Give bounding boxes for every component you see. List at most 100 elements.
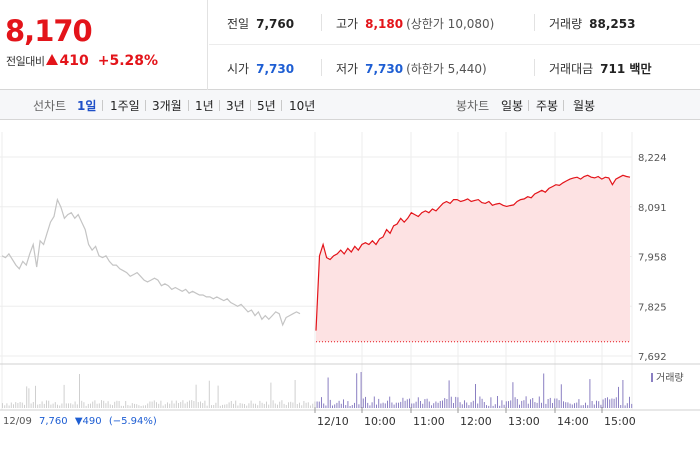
volume-bar — [547, 399, 549, 408]
volume-bar — [578, 399, 580, 408]
volume-bar — [246, 405, 248, 408]
volume-bar — [343, 399, 344, 408]
volume-bar — [204, 400, 206, 408]
volume-bar — [94, 400, 96, 408]
volume-bar — [321, 397, 322, 408]
volume-bar — [193, 401, 195, 408]
volume-bar — [294, 380, 296, 408]
volume-bar — [277, 404, 278, 408]
volume-bar — [508, 401, 509, 408]
volume-bar — [406, 399, 408, 408]
volume-bar — [567, 402, 569, 408]
volume-bar — [516, 399, 518, 408]
volume-bar — [101, 400, 102, 408]
volume-bar — [68, 403, 69, 408]
volume-bar — [134, 403, 135, 408]
prev-day-line — [1, 197, 301, 327]
volume-bar — [611, 398, 613, 408]
period-10year-button[interactable]: 10년 — [289, 99, 316, 113]
volume-bar — [107, 401, 109, 408]
volume-bar — [492, 405, 494, 408]
volume-bar — [180, 401, 182, 408]
volume-bar — [76, 404, 78, 408]
volume-bar — [118, 401, 120, 408]
volume-bar — [552, 403, 553, 408]
volume-bar — [558, 400, 560, 408]
time-axis: 12/10 10:00 11:00 12:00 13:00 14:00 15:00 — [314, 407, 636, 428]
period-3month-button[interactable]: 3개월 — [152, 99, 182, 113]
volume-bar — [312, 403, 314, 408]
volume-bar — [237, 405, 239, 408]
volume-bar — [169, 403, 171, 408]
candle-daily-button[interactable]: 일봉 — [501, 99, 524, 113]
volume-bar — [472, 400, 474, 408]
time-tick-label: 14:00 — [557, 415, 589, 428]
volume-bar — [556, 398, 558, 408]
stats-panel: 전일 7,760 고가 8,180 (상한가 10,080) 거래량 88,253 시가… — [209, 0, 700, 90]
volume-bar — [563, 401, 564, 408]
volume-bar — [402, 397, 404, 408]
period-3year-button[interactable]: 3년 — [226, 99, 245, 113]
stats-row-2: 시가 7,730 저가 7,730 (하한가 5,440) 거래대금 711 백만 — [209, 45, 700, 90]
volume-bar — [468, 405, 470, 408]
volume-bar — [378, 398, 380, 408]
volume-bar — [248, 403, 250, 408]
period-1week-button[interactable]: 1주일 — [110, 99, 140, 113]
volume-bar — [499, 405, 501, 408]
volume-bar — [622, 380, 624, 408]
volume: 거래량 88,253 — [549, 17, 636, 31]
volume-bar — [116, 400, 118, 408]
volume-bar — [486, 405, 487, 408]
volume-bar — [453, 403, 454, 408]
period-5year-button[interactable]: 5년 — [257, 99, 276, 113]
volume-bar — [178, 403, 179, 408]
volume-bar — [598, 401, 600, 408]
stats-row-1: 전일 7,760 고가 8,180 (상한가 10,080) 거래량 88,253 — [209, 0, 700, 45]
volume-bar — [532, 398, 534, 408]
volume-bar — [615, 397, 617, 408]
volume-bar — [19, 402, 21, 408]
volume-bar — [538, 396, 540, 408]
volume-bar — [318, 401, 320, 408]
volume-bar — [28, 388, 30, 408]
period-1day-button[interactable]: 1일 — [77, 99, 97, 113]
today-price-line — [315, 174, 631, 331]
volume-bar — [360, 372, 362, 408]
candle-weekly-button[interactable]: 주봉 — [536, 99, 559, 113]
volume-bar — [305, 402, 307, 408]
change-value: 410 — [59, 53, 89, 69]
volume-bar — [160, 400, 162, 408]
volume-legend: 거래량 — [651, 372, 684, 384]
volume-bar — [50, 404, 52, 408]
volume-bar — [591, 401, 593, 408]
volume-bar — [457, 397, 459, 408]
volume-bar — [519, 404, 520, 408]
volume-bar — [488, 405, 490, 408]
volume-bar — [281, 400, 283, 408]
volume-bar — [250, 400, 252, 408]
volume-bar — [475, 384, 476, 408]
volume-bar — [63, 384, 65, 408]
volume-bar — [620, 405, 622, 408]
volume-bar — [439, 401, 441, 408]
volume-bar — [283, 403, 285, 408]
volume-bar — [4, 405, 6, 408]
period-1year-button[interactable]: 1년 — [195, 99, 214, 113]
volume-bar — [235, 400, 237, 408]
volume-bar — [351, 405, 353, 408]
volume-bar — [239, 403, 241, 408]
volume-bar — [483, 402, 485, 408]
volume-bar — [299, 402, 300, 408]
volume-bar — [279, 401, 281, 408]
volume-bar — [613, 398, 615, 408]
volume-bar — [123, 405, 124, 408]
volume-bar — [252, 403, 254, 408]
price-axis-label: 8,091 — [638, 203, 667, 214]
volume-bar — [21, 402, 23, 408]
current-price: 8,170 — [5, 14, 93, 48]
candle-monthly-button[interactable]: 월봉 — [573, 99, 596, 113]
volume-bar — [382, 402, 384, 408]
volume-bar — [261, 402, 263, 408]
time-tick-label: 12/10 — [317, 415, 349, 428]
today-area-fill — [316, 175, 630, 342]
